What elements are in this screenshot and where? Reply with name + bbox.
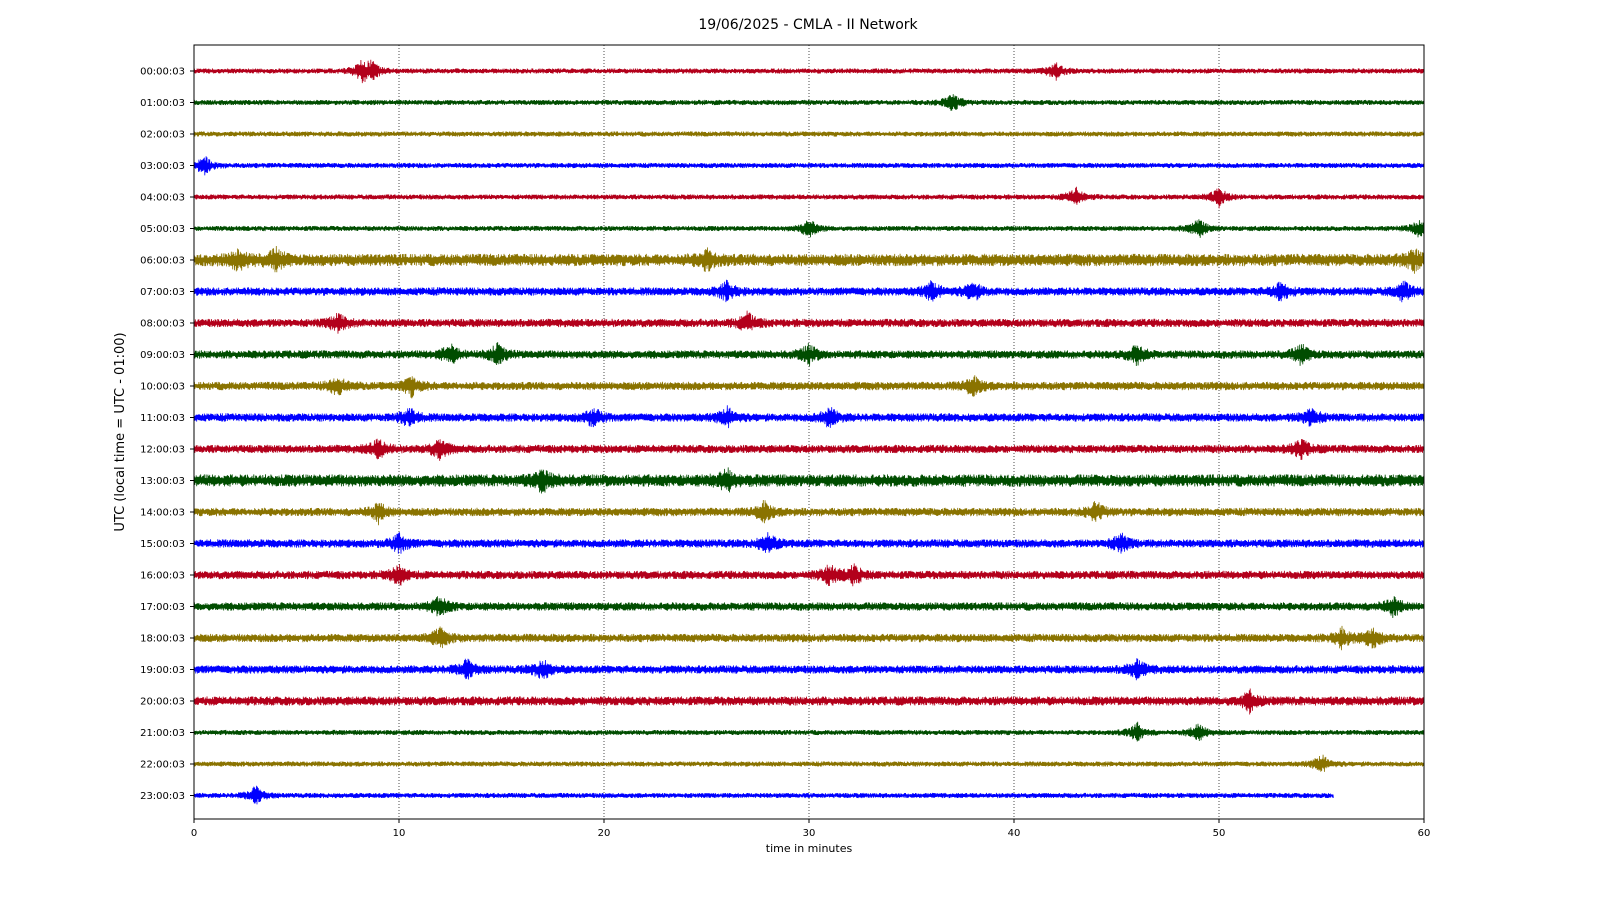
trace-line xyxy=(193,563,1425,587)
x-tick-label: 30 xyxy=(803,828,816,839)
x-tick-label: 40 xyxy=(1008,828,1021,839)
trace-line xyxy=(193,375,1425,399)
x-tick-label: 50 xyxy=(1213,828,1226,839)
x-tick-labels: 0 10 20 30 40 50 60 xyxy=(191,819,1431,839)
y-tick-label: 16:00:03 xyxy=(140,571,185,582)
y-tick-label: 14:00:03 xyxy=(140,508,185,519)
y-tick-label: 09:00:03 xyxy=(140,350,185,361)
trace-line xyxy=(193,532,1425,554)
trace-line xyxy=(193,131,1425,137)
trace-line xyxy=(193,467,1425,494)
y-tick-label: 20:00:03 xyxy=(140,697,185,708)
y-tick-label: 02:00:03 xyxy=(140,130,185,141)
y-tick-label: 23:00:03 xyxy=(140,791,185,802)
grid-lines xyxy=(398,45,1220,819)
y-tick-label: 00:00:03 xyxy=(140,67,185,78)
x-tick-label: 60 xyxy=(1418,828,1431,839)
trace-line xyxy=(193,186,1425,209)
trace-line xyxy=(193,219,1425,238)
trace-line xyxy=(193,59,1425,84)
trace-line xyxy=(193,754,1425,772)
y-tick-label: 05:00:03 xyxy=(140,224,185,235)
x-tick-label: 10 xyxy=(393,828,406,839)
x-axis-label: time in minutes xyxy=(766,842,853,855)
x-tick-label: 0 xyxy=(191,828,197,839)
y-tick-label: 08:00:03 xyxy=(140,319,185,330)
trace-line xyxy=(193,245,1425,274)
y-tick-label: 22:00:03 xyxy=(140,760,185,771)
seismic-traces xyxy=(193,59,1425,805)
trace-line xyxy=(193,310,1425,334)
y-tick-label: 04:00:03 xyxy=(140,193,185,204)
y-tick-label: 19:00:03 xyxy=(140,665,185,676)
trace-line xyxy=(193,156,1425,176)
y-tick-label: 10:00:03 xyxy=(140,382,185,393)
y-tick-label: 15:00:03 xyxy=(140,539,185,550)
y-tick-label: 03:00:03 xyxy=(140,161,185,172)
y-tick-label: 12:00:03 xyxy=(140,445,185,456)
y-tick-label: 21:00:03 xyxy=(140,728,185,739)
trace-line xyxy=(193,94,1425,111)
trace-line xyxy=(193,405,1425,429)
y-tick-label: 18:00:03 xyxy=(140,634,185,645)
trace-line xyxy=(193,785,1334,805)
trace-line xyxy=(193,658,1425,681)
trace-line xyxy=(193,342,1425,367)
trace-line xyxy=(193,499,1425,526)
y-tick-label: 07:00:03 xyxy=(140,287,185,298)
trace-line xyxy=(193,596,1425,619)
chart-title: 19/06/2025 - CMLA - II Network xyxy=(698,17,918,33)
y-tick-label: 13:00:03 xyxy=(140,476,185,487)
trace-line xyxy=(193,625,1425,651)
y-tick-label: 01:00:03 xyxy=(140,98,185,109)
y-tick-label: 17:00:03 xyxy=(140,602,185,613)
x-tick-label: 20 xyxy=(598,828,611,839)
y-tick-label: 11:00:03 xyxy=(140,413,185,424)
trace-line xyxy=(193,688,1425,715)
y-axis-label: UTC (local time = UTC - 01:00) xyxy=(113,332,128,531)
trace-line xyxy=(193,438,1425,461)
trace-line xyxy=(193,721,1425,742)
trace-line xyxy=(193,279,1425,303)
y-tick-labels: 00:00:03 01:00:03 02:00:03 03:00:03 04:00:03… xyxy=(140,67,194,802)
y-tick-label: 06:00:03 xyxy=(140,256,185,267)
